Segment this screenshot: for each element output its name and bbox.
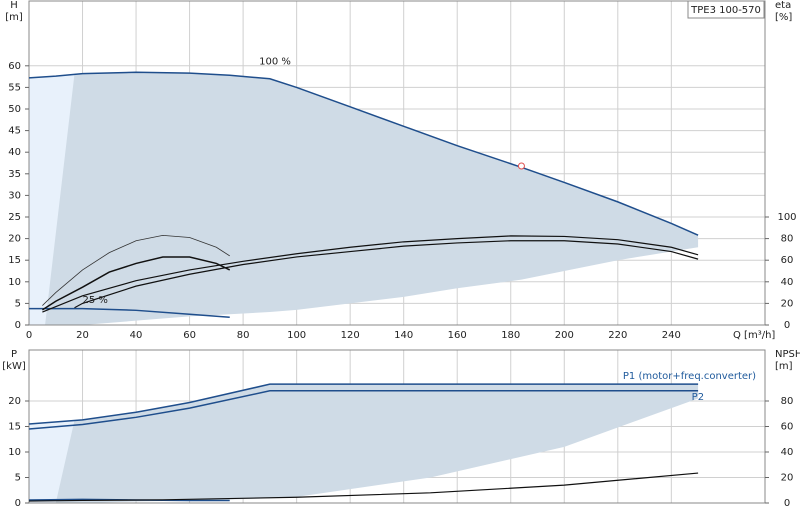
- y2-tick-label: 20: [781, 298, 794, 309]
- curve: [74, 240, 699, 309]
- x-tick-label: 120: [341, 330, 360, 341]
- y-axis-label: [kW]: [2, 361, 26, 372]
- y2-axis-label: eta: [775, 0, 791, 11]
- y-axis-label: P: [11, 349, 17, 360]
- y-tick-label: 45: [8, 126, 21, 137]
- y-tick-label: 15: [8, 255, 21, 266]
- operating-area: [55, 384, 699, 503]
- y-tick-label: 0: [15, 320, 21, 331]
- x-tick-label: 20: [76, 330, 89, 341]
- y-tick-label: 5: [15, 473, 21, 484]
- x-tick-label: 100: [287, 330, 306, 341]
- y2-tick-label: 100: [777, 212, 796, 223]
- annotation: 100 %: [259, 56, 291, 67]
- x-tick-label: 220: [608, 330, 627, 341]
- y-axis-label: H: [10, 0, 18, 11]
- y2-tick-label: 0: [784, 320, 790, 331]
- y2-tick-label: 40: [781, 447, 794, 458]
- curve: [42, 235, 699, 313]
- curve: [28, 71, 699, 236]
- x-tick-label: 60: [183, 330, 196, 341]
- curve: [29, 307, 230, 318]
- curve: [28, 472, 699, 502]
- curve: [41, 256, 231, 311]
- plot-border: [28, 0, 766, 326]
- annotation: 25 %: [83, 295, 108, 306]
- y-tick-label: 50: [8, 104, 21, 115]
- y-tick-label: 60: [8, 61, 21, 72]
- title-box: [687, 0, 765, 19]
- y2-tick-label: 80: [781, 396, 794, 407]
- y-tick-label: 10: [8, 277, 21, 288]
- series-label: P1 (motor+freq.converter): [623, 371, 756, 382]
- x-tick-label: 160: [448, 330, 467, 341]
- y2-tick-label: 20: [781, 473, 794, 484]
- x-tick-label: 140: [394, 330, 413, 341]
- y-tick-label: 0: [15, 498, 21, 509]
- y-tick-label: 55: [8, 82, 21, 93]
- y-tick-label: 35: [8, 169, 21, 180]
- curve: [28, 390, 699, 430]
- y-tick-label: 20: [8, 234, 21, 245]
- y-axis-label: [m]: [5, 12, 23, 23]
- y2-axis-label: [m]: [775, 361, 793, 372]
- y-tick-label: 10: [8, 447, 21, 458]
- x-tick-label: 0: [26, 330, 32, 341]
- y-tick-label: 25: [8, 212, 21, 223]
- y2-axis-label: [%]: [775, 12, 792, 23]
- curve: [28, 383, 699, 425]
- duty-point: [517, 162, 525, 170]
- y-tick-label: 5: [15, 298, 21, 309]
- x-tick-label: 240: [662, 330, 681, 341]
- y2-tick-label: 60: [781, 255, 794, 266]
- series-label: P2: [692, 392, 704, 403]
- curve: [42, 234, 230, 306]
- y2-tick-label: 60: [781, 422, 794, 433]
- x-axis-label: Q [m³/h]: [733, 330, 775, 341]
- chart-title: TPE3 100-570: [690, 5, 761, 16]
- y-tick-label: 30: [8, 190, 21, 201]
- x-tick-label: 200: [555, 330, 574, 341]
- y-tick-label: 15: [8, 422, 21, 433]
- y2-axis-label: NPSH: [775, 349, 800, 360]
- y-tick-label: 40: [8, 147, 21, 158]
- y2-tick-label: 0: [784, 498, 790, 509]
- x-tick-label: 80: [237, 330, 250, 341]
- x-tick-label: 40: [130, 330, 143, 341]
- y-tick-label: 20: [8, 396, 21, 407]
- x-tick-label: 180: [501, 330, 520, 341]
- y2-tick-label: 40: [781, 277, 794, 288]
- y2-tick-label: 80: [781, 234, 794, 245]
